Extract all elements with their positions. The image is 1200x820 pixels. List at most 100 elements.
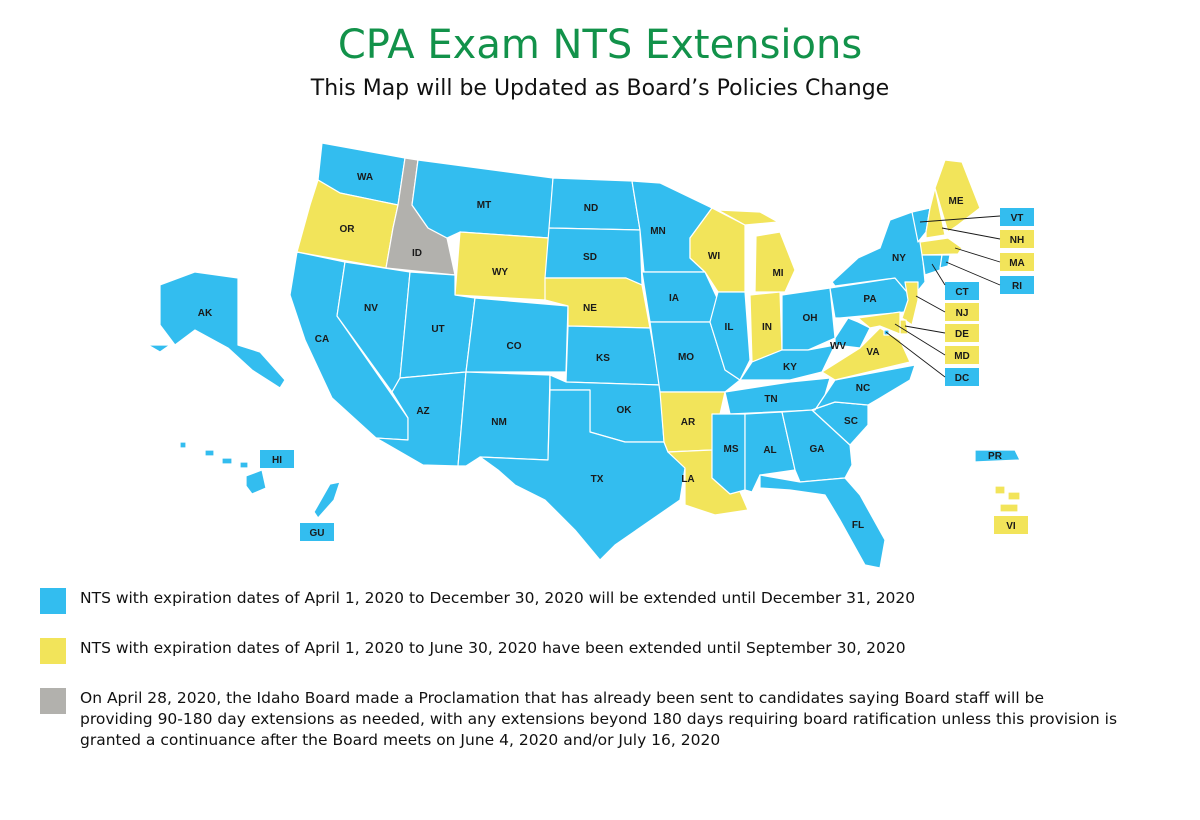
state-vi[interactable] xyxy=(994,485,1021,513)
state-me[interactable] xyxy=(934,159,981,233)
state-label-ar: AR xyxy=(681,417,696,428)
state-label-wv: WV xyxy=(830,341,846,352)
state-mt[interactable] xyxy=(411,159,554,239)
state-label-az: AZ xyxy=(416,406,429,417)
state-label-mi: MI xyxy=(772,268,783,279)
legend-text-gray: On April 28, 2020, the Idaho Board made … xyxy=(80,689,1118,749)
state-label-ok: OK xyxy=(617,405,633,416)
state-ia[interactable] xyxy=(641,271,719,323)
callout-box-vt[interactable] xyxy=(1000,208,1034,226)
state-label-nm: NM xyxy=(491,417,507,428)
state-tx[interactable] xyxy=(479,389,686,561)
state-label-va: VA xyxy=(866,347,879,358)
leader-lines xyxy=(885,215,1001,378)
state-de[interactable] xyxy=(899,319,909,335)
state-label-pr: PR xyxy=(988,451,1003,462)
state-label-ms: MS xyxy=(724,444,739,455)
state-label-nd: ND xyxy=(584,203,598,214)
callout-box-de[interactable] xyxy=(945,324,979,342)
legend-text-yellow: NTS with expiration dates of April 1, 20… xyxy=(80,639,906,657)
state-label-wa: WA xyxy=(357,172,373,183)
state-label-ny: NY xyxy=(892,253,906,264)
state-label-mo: MO xyxy=(678,352,694,363)
callout-box-ma[interactable] xyxy=(1000,253,1034,271)
state-label-ky: KY xyxy=(783,362,797,373)
callout-box-gu[interactable] xyxy=(300,523,334,541)
state-label-wi: WI xyxy=(708,251,720,262)
state-label-oh: OH xyxy=(803,313,818,324)
state-ri[interactable] xyxy=(939,254,951,269)
state-label-ca: CA xyxy=(315,334,329,345)
callout-box-ct[interactable] xyxy=(945,282,979,300)
state-label-ct: CT xyxy=(955,287,968,298)
state-label-hi: HI xyxy=(272,455,282,466)
state-label-md: MD xyxy=(954,351,970,362)
state-labels: WA OR CA ID NV MT WY UT CO AZ NM ND SD N… xyxy=(198,172,1025,539)
state-oh[interactable] xyxy=(781,287,836,351)
state-label-wy: WY xyxy=(492,267,508,278)
legend-swatch-gray xyxy=(40,688,66,714)
state-label-in: IN xyxy=(762,322,772,333)
state-label-pa: PA xyxy=(863,294,876,305)
callout-box-md[interactable] xyxy=(945,346,979,364)
map-title: CPA Exam NTS Extensions xyxy=(337,22,863,68)
us-states-map: WA OR CA ID NV MT WY UT CO AZ NM ND SD N… xyxy=(147,142,1034,569)
state-label-sc: SC xyxy=(844,416,858,427)
callout-box-nj[interactable] xyxy=(945,303,979,321)
state-ct[interactable] xyxy=(921,254,943,276)
state-label-me: ME xyxy=(949,196,964,207)
state-label-nj: NJ xyxy=(956,308,969,319)
callout-box-dc[interactable] xyxy=(945,368,979,386)
state-co[interactable] xyxy=(465,297,569,373)
state-label-vi: VI xyxy=(1006,521,1016,532)
callout-box-hi[interactable] xyxy=(260,450,294,468)
state-label-or: OR xyxy=(340,224,356,235)
state-label-al: AL xyxy=(763,445,776,456)
state-label-nh: NH xyxy=(1010,235,1024,246)
state-label-de: DE xyxy=(955,329,969,340)
state-label-gu: GU xyxy=(310,528,325,539)
state-label-tx: TX xyxy=(591,474,604,485)
state-label-nc: NC xyxy=(856,383,870,394)
legend-item-blue: NTS with expiration dates of April 1, 20… xyxy=(40,588,915,614)
state-pr[interactable] xyxy=(974,449,1021,463)
callout-boxes xyxy=(260,208,1034,541)
legend-item-yellow: NTS with expiration dates of April 1, 20… xyxy=(40,638,906,664)
state-label-sd: SD xyxy=(583,252,597,263)
state-label-ks: KS xyxy=(596,353,610,364)
state-label-mn: MN xyxy=(650,226,666,237)
state-label-ga: GA xyxy=(810,444,825,455)
map-subtitle: This Map will be Updated as Board’s Poli… xyxy=(310,76,890,101)
state-ma[interactable] xyxy=(919,237,963,256)
state-wy[interactable] xyxy=(454,231,550,301)
state-label-ma: MA xyxy=(1009,258,1025,269)
state-nj[interactable] xyxy=(901,281,919,326)
state-ms[interactable] xyxy=(711,413,746,495)
state-gu[interactable] xyxy=(313,481,341,519)
state-label-ne: NE xyxy=(583,303,597,314)
state-hi[interactable] xyxy=(179,441,267,495)
callout-box-nh[interactable] xyxy=(1000,230,1034,248)
state-label-dc: DC xyxy=(955,373,969,384)
state-label-ak: AK xyxy=(198,308,213,319)
state-label-mt: MT xyxy=(477,200,491,211)
state-label-nv: NV xyxy=(364,303,378,314)
state-nh[interactable] xyxy=(925,187,946,239)
state-label-co: CO xyxy=(507,341,522,352)
state-mi[interactable] xyxy=(717,209,796,293)
callout-box-vi[interactable] xyxy=(994,516,1028,534)
state-md[interactable] xyxy=(857,311,901,335)
state-label-id: ID xyxy=(412,248,422,259)
callout-box-ri[interactable] xyxy=(1000,276,1034,294)
state-ky[interactable] xyxy=(739,344,836,381)
state-label-la: LA xyxy=(681,474,694,485)
state-ks[interactable] xyxy=(565,325,661,386)
legend-text-blue: NTS with expiration dates of April 1, 20… xyxy=(80,589,916,607)
state-nc[interactable] xyxy=(811,364,916,411)
state-label-vt: VT xyxy=(1011,213,1024,224)
state-label-ia: IA xyxy=(669,293,679,304)
legend-swatch-blue xyxy=(40,588,66,614)
state-ak[interactable] xyxy=(147,271,286,389)
state-fl[interactable] xyxy=(759,474,886,569)
state-label-ri: RI xyxy=(1012,281,1022,292)
